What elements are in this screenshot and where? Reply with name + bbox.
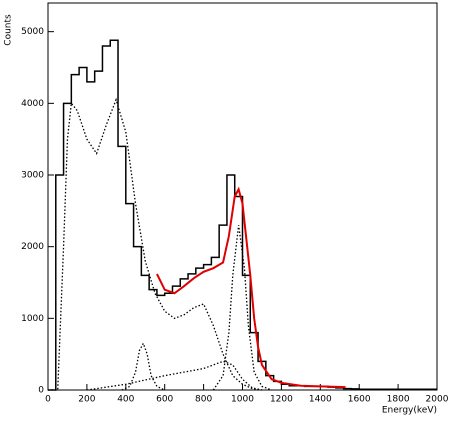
y-axis-label: Counts xyxy=(4,14,14,46)
x-tick-label: 1000 xyxy=(231,395,254,405)
y-tick-label: 0 xyxy=(38,386,44,396)
y-tick-label: 3000 xyxy=(21,171,44,181)
y-tick-label: 4000 xyxy=(21,99,44,109)
y-tick-label: 2000 xyxy=(21,242,44,252)
y-tick-label: 1000 xyxy=(21,314,44,324)
x-tick-label: 1200 xyxy=(270,395,293,405)
fit-curve xyxy=(156,186,346,389)
histogram xyxy=(48,39,437,391)
x-tick-label: 400 xyxy=(117,395,134,405)
component-curve xyxy=(48,97,263,391)
component-curve xyxy=(212,225,272,391)
x-tick-label: 1800 xyxy=(387,395,410,405)
x-tick-label: 200 xyxy=(78,395,95,405)
x-tick-label: 2000 xyxy=(426,395,449,405)
x-axis-label: Energy(keV) xyxy=(382,406,437,416)
component-curve xyxy=(121,341,165,391)
x-tick-label: 800 xyxy=(195,395,212,405)
y-tick-label: 5000 xyxy=(21,27,44,37)
x-tick-label: 0 xyxy=(45,395,51,405)
x-tick-label: 1600 xyxy=(348,395,371,405)
x-tick-label: 1400 xyxy=(309,395,332,405)
x-tick-label: 600 xyxy=(156,395,173,405)
component-curve xyxy=(86,360,263,391)
